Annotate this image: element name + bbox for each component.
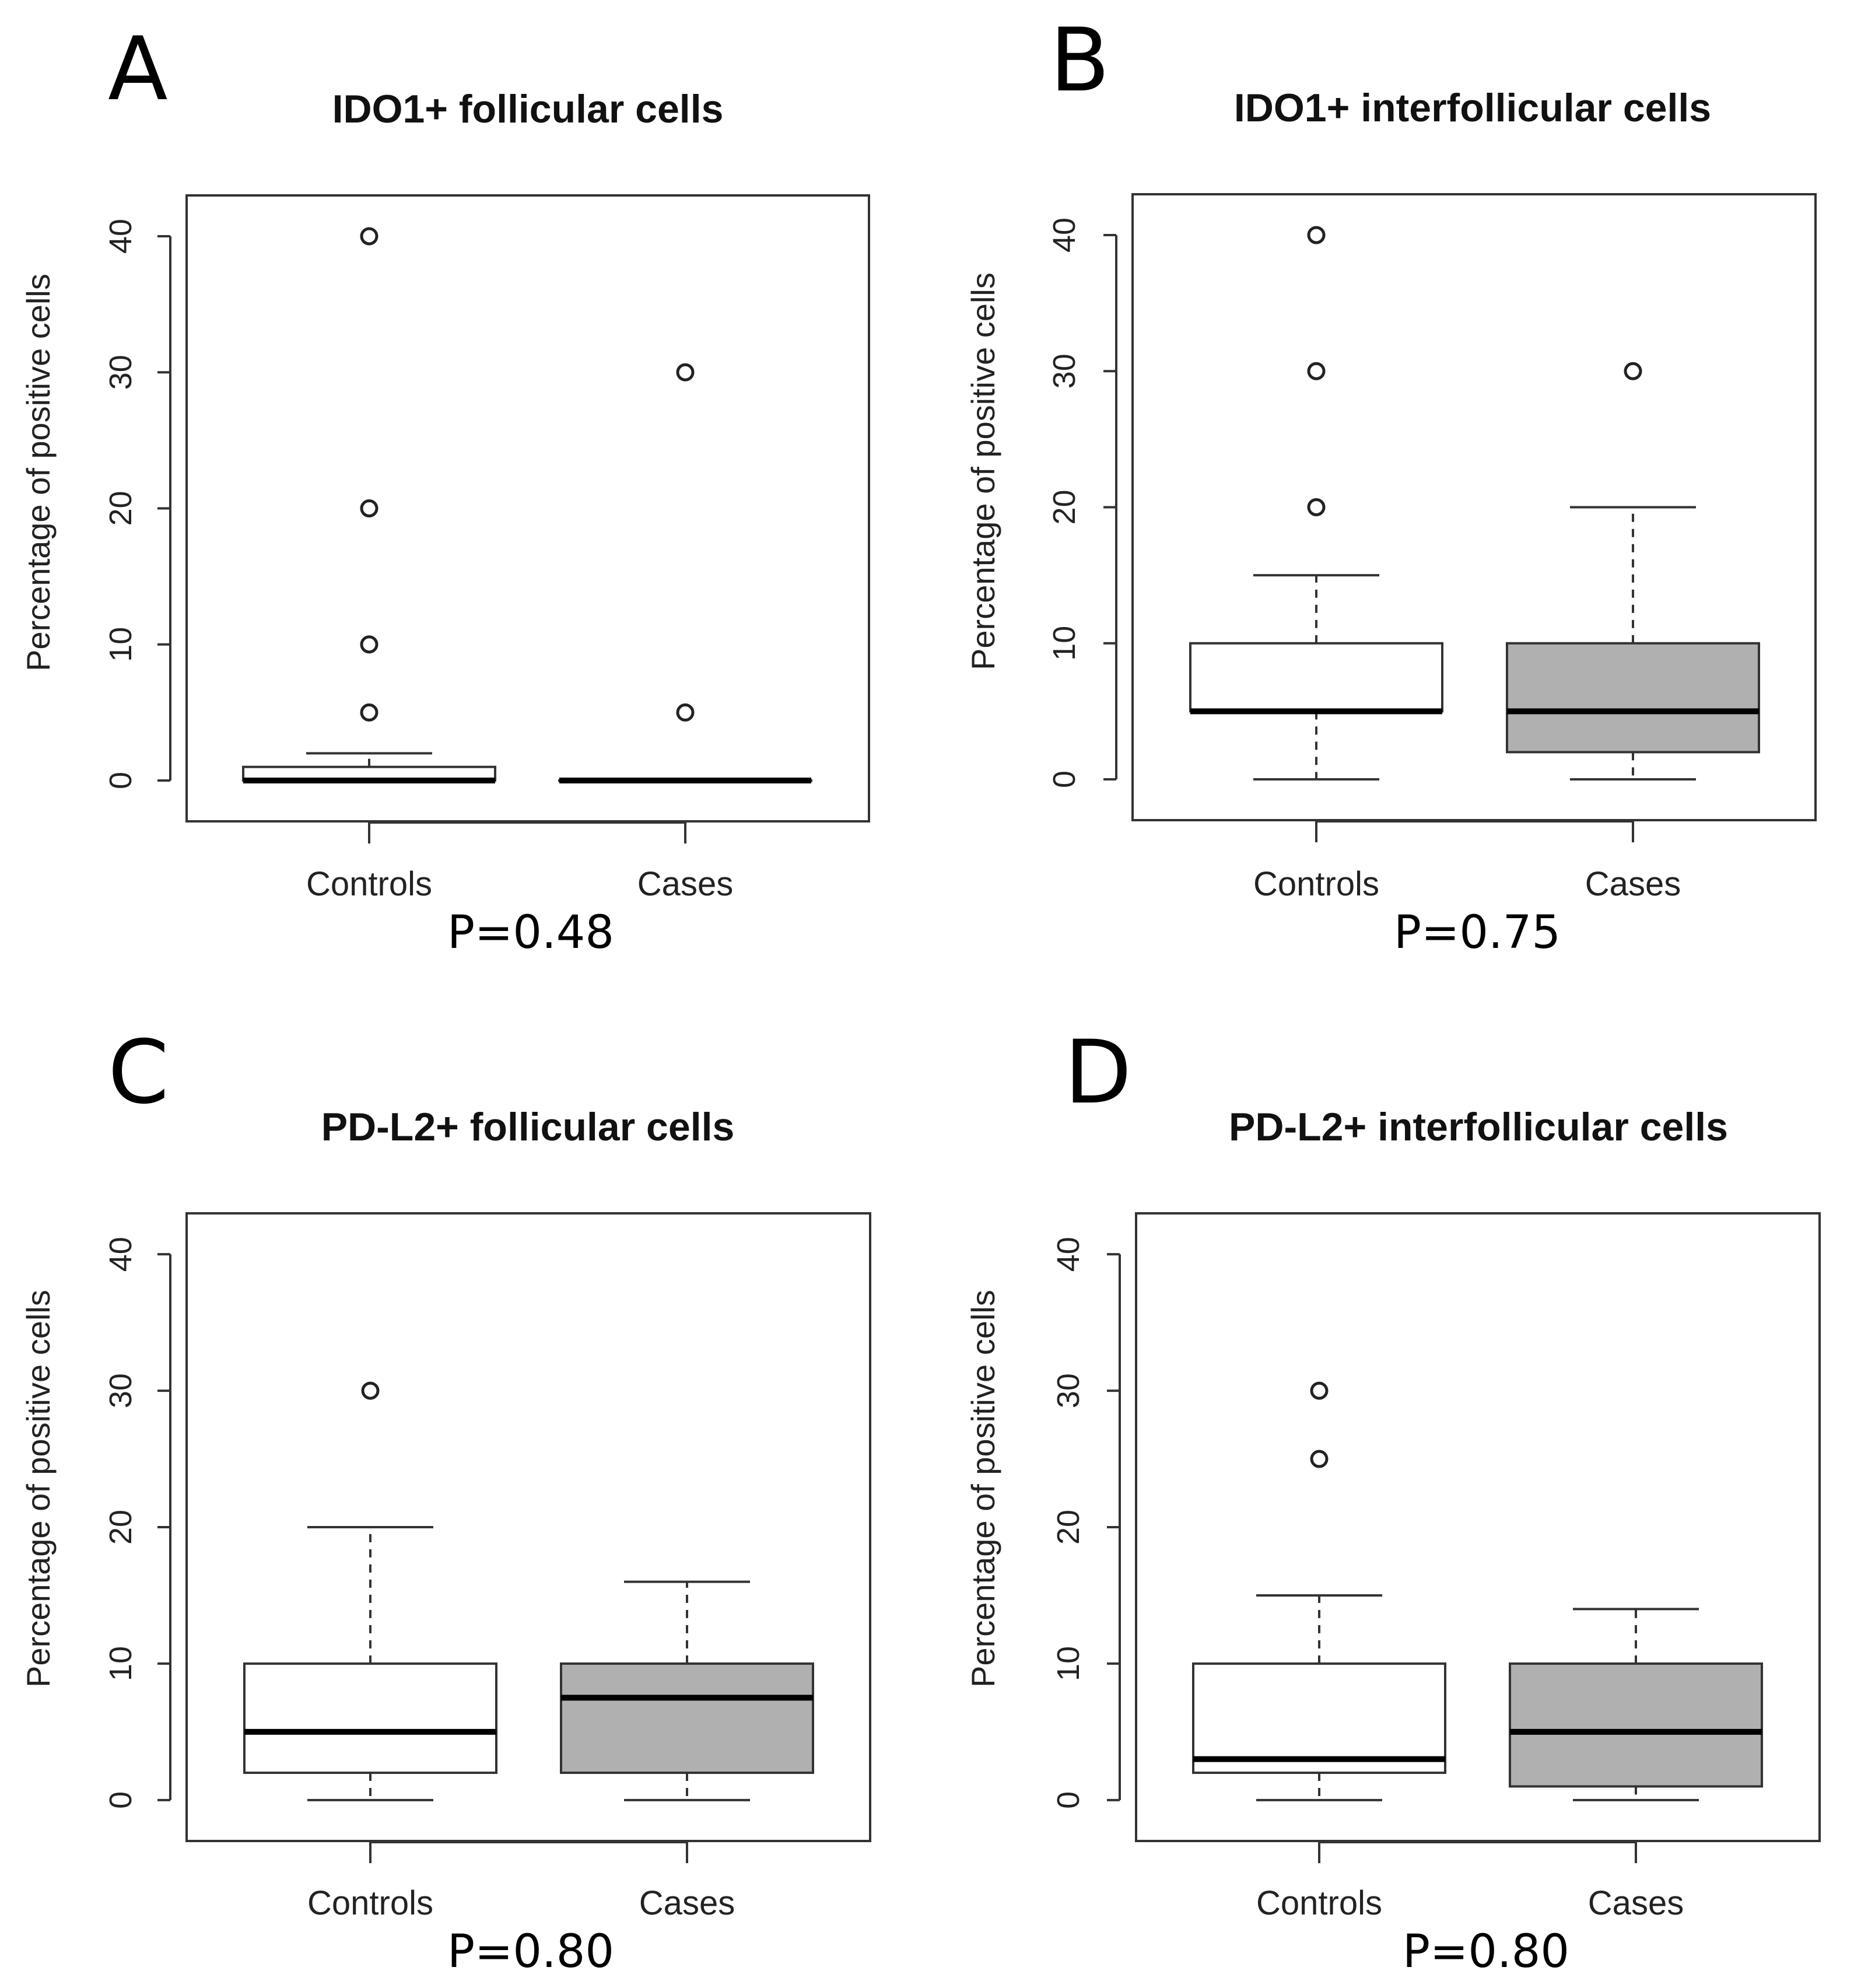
chart-title: PD-L2+ follicular cells: [321, 1105, 735, 1149]
outlier-point: [361, 1381, 380, 1400]
box-cases: Cases: [560, 1580, 814, 1922]
chart-title: IDO1+ interfollicular cells: [1234, 86, 1711, 130]
y-tick-label: 10: [103, 1646, 138, 1681]
outlier-point: [360, 227, 378, 246]
plot-frame: [185, 194, 870, 822]
y-tick-label: 40: [103, 1237, 138, 1272]
x-tick-label: Controls: [306, 865, 432, 903]
outlier-point: [1307, 362, 1326, 380]
p-value: P=0.80: [447, 1926, 614, 1978]
iqr-box: [1192, 1662, 1446, 1774]
outlier-point: [1307, 498, 1326, 516]
outlier-point: [360, 499, 378, 517]
iqr-box: [1509, 1662, 1763, 1788]
iqr-box: [560, 1662, 814, 1774]
outlier-point: [1310, 1450, 1329, 1468]
panel-a: A IDO1+ follicular cells 0 10 20 30 40 Percenta…: [20, 19, 870, 959]
y-axis-label: Percentage of positive cells: [965, 272, 1001, 670]
x-tick-label: Cases: [637, 865, 733, 903]
y-tick-label: 10: [1047, 626, 1082, 661]
x-tick-label: Cases: [639, 1884, 735, 1922]
chart-title: PD-L2+ interfollicular cells: [1229, 1105, 1728, 1149]
y-tick-label: 0: [103, 772, 138, 789]
box-controls: Controls: [242, 227, 496, 903]
p-value: P=0.75: [1394, 907, 1561, 959]
x-tick-label: Cases: [1585, 865, 1681, 903]
x-tick-label: Controls: [1253, 865, 1379, 903]
y-tick-label: 20: [103, 1510, 138, 1545]
panel-letter: A: [108, 19, 168, 120]
chart-title: IDO1+ follicular cells: [332, 87, 724, 131]
box-controls: Controls: [1192, 1381, 1446, 1922]
outlier-point: [676, 363, 695, 382]
box-controls: Controls: [1189, 226, 1443, 903]
x-tick-label: Controls: [307, 1884, 433, 1922]
box-cases: Cases: [558, 363, 812, 903]
y-tick-label: 30: [1047, 354, 1082, 388]
box-cases: Cases: [1509, 1608, 1763, 1922]
y-tick-label: 10: [103, 627, 138, 662]
outlier-point: [360, 703, 378, 722]
y-axis-label: Percentage of positive cells: [20, 274, 57, 671]
y-axis-label: Percentage of positive cells: [20, 1290, 57, 1688]
iqr-box: [243, 1662, 497, 1774]
y-tick-label: 0: [1047, 771, 1082, 788]
y-tick-label: 20: [1051, 1510, 1086, 1545]
panel-letter: B: [1050, 10, 1110, 111]
y-tick-label: 30: [103, 1373, 138, 1408]
y-tick-label: 0: [1051, 1791, 1086, 1809]
outlier-point: [1307, 226, 1326, 244]
panel-d: D PD-L2+ interfollicular cells 0 10 20 30 40 Pe…: [965, 1022, 1821, 1978]
y-tick-label: 40: [103, 219, 138, 254]
y-tick-label: 30: [103, 355, 138, 390]
iqr-box: [1506, 642, 1760, 754]
panel-b: B IDO1+ interfollicular cells 0 10 20 30 40 Per…: [965, 10, 1817, 959]
y-tick-label: 20: [103, 491, 138, 526]
outlier-point: [1310, 1381, 1329, 1400]
outlier-point: [360, 635, 378, 654]
panel-letter: C: [108, 1022, 169, 1124]
y-tick-label: 20: [1047, 489, 1082, 524]
p-value: P=0.80: [1403, 1926, 1569, 1978]
x-tick-label: Controls: [1256, 1884, 1382, 1922]
panel-c: C PD-L2+ follicular cells 0 10 20 30 40 Percent…: [20, 1022, 871, 1978]
iqr-box: [1189, 642, 1443, 713]
outlier-point: [1624, 362, 1642, 380]
y-tick-label: 30: [1051, 1373, 1086, 1408]
y-axis-label: Percentage of positive cells: [965, 1290, 1001, 1688]
box-cases: Cases: [1506, 362, 1760, 903]
y-tick-label: 40: [1051, 1237, 1086, 1272]
x-tick-label: Cases: [1588, 1884, 1684, 1922]
outlier-point: [676, 703, 695, 722]
p-value: P=0.48: [447, 907, 614, 959]
box-controls: Controls: [243, 1381, 497, 1922]
y-tick-label: 10: [1051, 1646, 1086, 1681]
y-tick-label: 40: [1047, 218, 1082, 253]
panel-letter: D: [1064, 1022, 1132, 1124]
y-tick-label: 0: [103, 1791, 138, 1809]
